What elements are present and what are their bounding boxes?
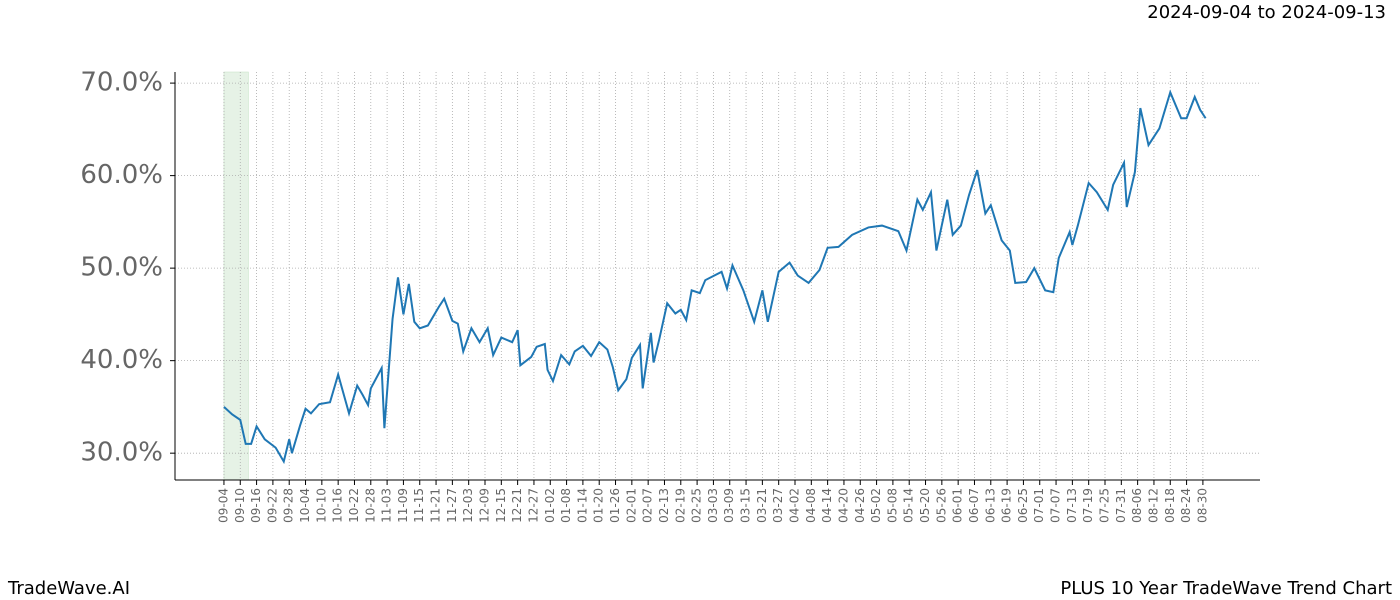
x-tick-label: 02-07 (641, 488, 655, 523)
x-tick-label: 10-16 (331, 488, 345, 523)
x-tick-label: 05-26 (934, 488, 948, 523)
x-tick-label: 07-25 (1098, 488, 1112, 523)
x-tick-label: 08-24 (1179, 488, 1193, 523)
x-tick-label: 03-03 (706, 488, 720, 523)
y-tick-label: 60.0% (80, 160, 163, 190)
x-tick-label: 04-26 (853, 488, 867, 523)
x-tick-label: 07-13 (1065, 488, 1079, 523)
x-tick-label: 12-09 (478, 488, 492, 523)
x-tick-label: 11-27 (445, 488, 459, 523)
x-tick-label: 02-01 (624, 488, 638, 523)
x-tick-label: 07-19 (1081, 488, 1095, 523)
x-tick-label: 02-19 (673, 488, 687, 523)
x-tick-label: 06-07 (967, 488, 981, 523)
x-tick-label: 06-13 (983, 488, 997, 523)
x-tick-label: 04-14 (820, 488, 834, 523)
x-tick-label: 02-25 (690, 488, 704, 523)
x-tick-label: 12-03 (461, 488, 475, 523)
x-tick-label: 09-16 (249, 488, 263, 523)
x-tick-label: 12-27 (526, 488, 540, 523)
x-tick-label: 08-30 (1195, 488, 1209, 523)
x-tick-label: 02-13 (657, 488, 671, 523)
x-tick-label: 07-31 (1114, 488, 1128, 523)
x-tick-label: 01-08 (559, 488, 573, 523)
y-tick-label: 70.0% (80, 68, 163, 98)
x-tick-label: 04-20 (836, 488, 850, 523)
y-tick-label: 50.0% (80, 253, 163, 283)
x-tick-label: 08-06 (1130, 488, 1144, 523)
x-tick-label: 11-03 (380, 488, 394, 523)
x-tick-label: 10-28 (363, 488, 377, 523)
x-tick-label: 07-01 (1032, 488, 1046, 523)
x-tick-label: 08-12 (1146, 488, 1160, 523)
x-tick-label: 05-20 (918, 488, 932, 523)
x-tick-label: 10-04 (298, 488, 312, 523)
x-tick-label: 05-08 (885, 488, 899, 523)
x-tick-label: 09-04 (216, 488, 230, 523)
x-tick-label: 11-15 (412, 488, 426, 523)
x-tick-label: 09-28 (282, 488, 296, 523)
x-tick-label: 05-14 (902, 488, 916, 523)
x-tick-label: 05-02 (869, 488, 883, 523)
chart-title: PLUS 10 Year TradeWave Trend Chart (1060, 578, 1392, 599)
chart-subtitle: 2024-09-04 to 2024-09-13 (1147, 2, 1386, 23)
x-tick-label: 11-09 (396, 488, 410, 523)
x-tick-label: 01-20 (592, 488, 606, 523)
brand: TradeWave.AI (7, 578, 130, 599)
trend-line (223, 89, 1207, 465)
y-tick-label: 40.0% (80, 345, 163, 375)
x-tick-label: 03-21 (755, 488, 769, 523)
x-tick-label: 03-09 (722, 488, 736, 523)
x-tick-label: 01-26 (608, 488, 622, 523)
x-tick-label: 10-10 (314, 488, 328, 523)
x-tick-label: 07-07 (1049, 488, 1063, 523)
x-tick-label: 03-15 (739, 488, 753, 523)
x-tick-label: 12-15 (494, 488, 508, 523)
x-tick-label: 01-02 (543, 488, 557, 523)
x-tick-label: 10-22 (347, 488, 361, 523)
x-tick-label: 06-01 (951, 488, 965, 523)
x-tick-label: 04-02 (788, 488, 802, 523)
x-tick-label: 11-21 (429, 488, 443, 523)
x-tick-label: 08-18 (1163, 488, 1177, 523)
y-tick-label: 30.0% (80, 438, 163, 468)
x-tick-label: 03-27 (771, 488, 785, 523)
x-tick-label: 12-21 (510, 488, 524, 523)
highlight-band (223, 71, 249, 481)
x-tick-label: 04-08 (804, 488, 818, 523)
x-tick-label: 01-14 (575, 488, 589, 523)
x-tick-label: 06-19 (1000, 488, 1014, 523)
x-tick-label: 06-25 (1016, 488, 1030, 523)
x-tick-label: 09-10 (233, 488, 247, 523)
x-tick-label: 09-22 (265, 488, 279, 523)
